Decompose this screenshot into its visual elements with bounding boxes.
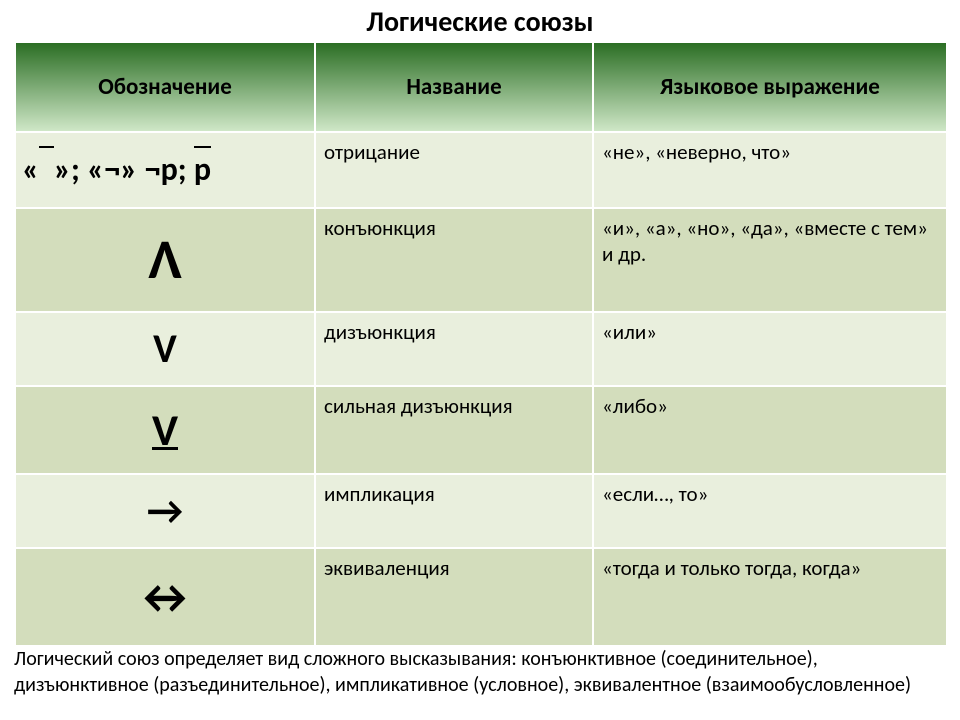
col-header-expression: Языковое выражение: [593, 42, 947, 132]
name-cell: конъюнкция: [315, 208, 593, 312]
expression-cell: «если…, то»: [593, 474, 947, 548]
expression-cell: «либо»: [593, 386, 947, 474]
col-header-symbol: Обозначение: [15, 42, 315, 132]
name-cell: дизъюнкция: [315, 312, 593, 386]
table-row: « »; «¬» ¬р; ротрицание«не», «неверно, ч…: [15, 132, 947, 208]
name-cell: эквиваленция: [315, 548, 593, 646]
expression-cell: «или»: [593, 312, 947, 386]
footnote: Логический союз определяет вид сложного …: [14, 646, 946, 698]
col-header-name: Название: [315, 42, 593, 132]
name-cell: импликация: [315, 474, 593, 548]
table-row: Vдизъюнкция«или»: [15, 312, 947, 386]
symbol-cell: V: [15, 386, 315, 474]
table-row: Λконъюнкция«и», «а», «но», «да», «вместе…: [15, 208, 947, 312]
expression-cell: «и», «а», «но», «да», «вместе с тем» и д…: [593, 208, 947, 312]
table-row: Vсильная дизъюнкция«либо»: [15, 386, 947, 474]
symbol-cell: V: [15, 312, 315, 386]
name-cell: сильная дизъюнкция: [315, 386, 593, 474]
page-title: Логические союзы: [0, 0, 960, 41]
symbol-cell: Λ: [15, 208, 315, 312]
table-row: ↔эквиваленция«тогда и только тогда, когд…: [15, 548, 947, 646]
symbol-cell: →: [15, 474, 315, 548]
table-body: « »; «¬» ¬р; ротрицание«не», «неверно, ч…: [15, 132, 947, 646]
connectives-table: Обозначение Название Языковое выражение …: [14, 41, 948, 647]
expression-cell: «тогда и только тогда, когда»: [593, 548, 947, 646]
table-row: →импликация«если…, то»: [15, 474, 947, 548]
symbol-cell: ↔: [15, 548, 315, 646]
slide: Логические союзы Обозначение Название Яз…: [0, 0, 960, 720]
symbol-cell: « »; «¬» ¬р; р: [15, 132, 315, 208]
table-header-row: Обозначение Название Языковое выражение: [15, 42, 947, 132]
name-cell: отрицание: [315, 132, 593, 208]
expression-cell: «не», «неверно, что»: [593, 132, 947, 208]
